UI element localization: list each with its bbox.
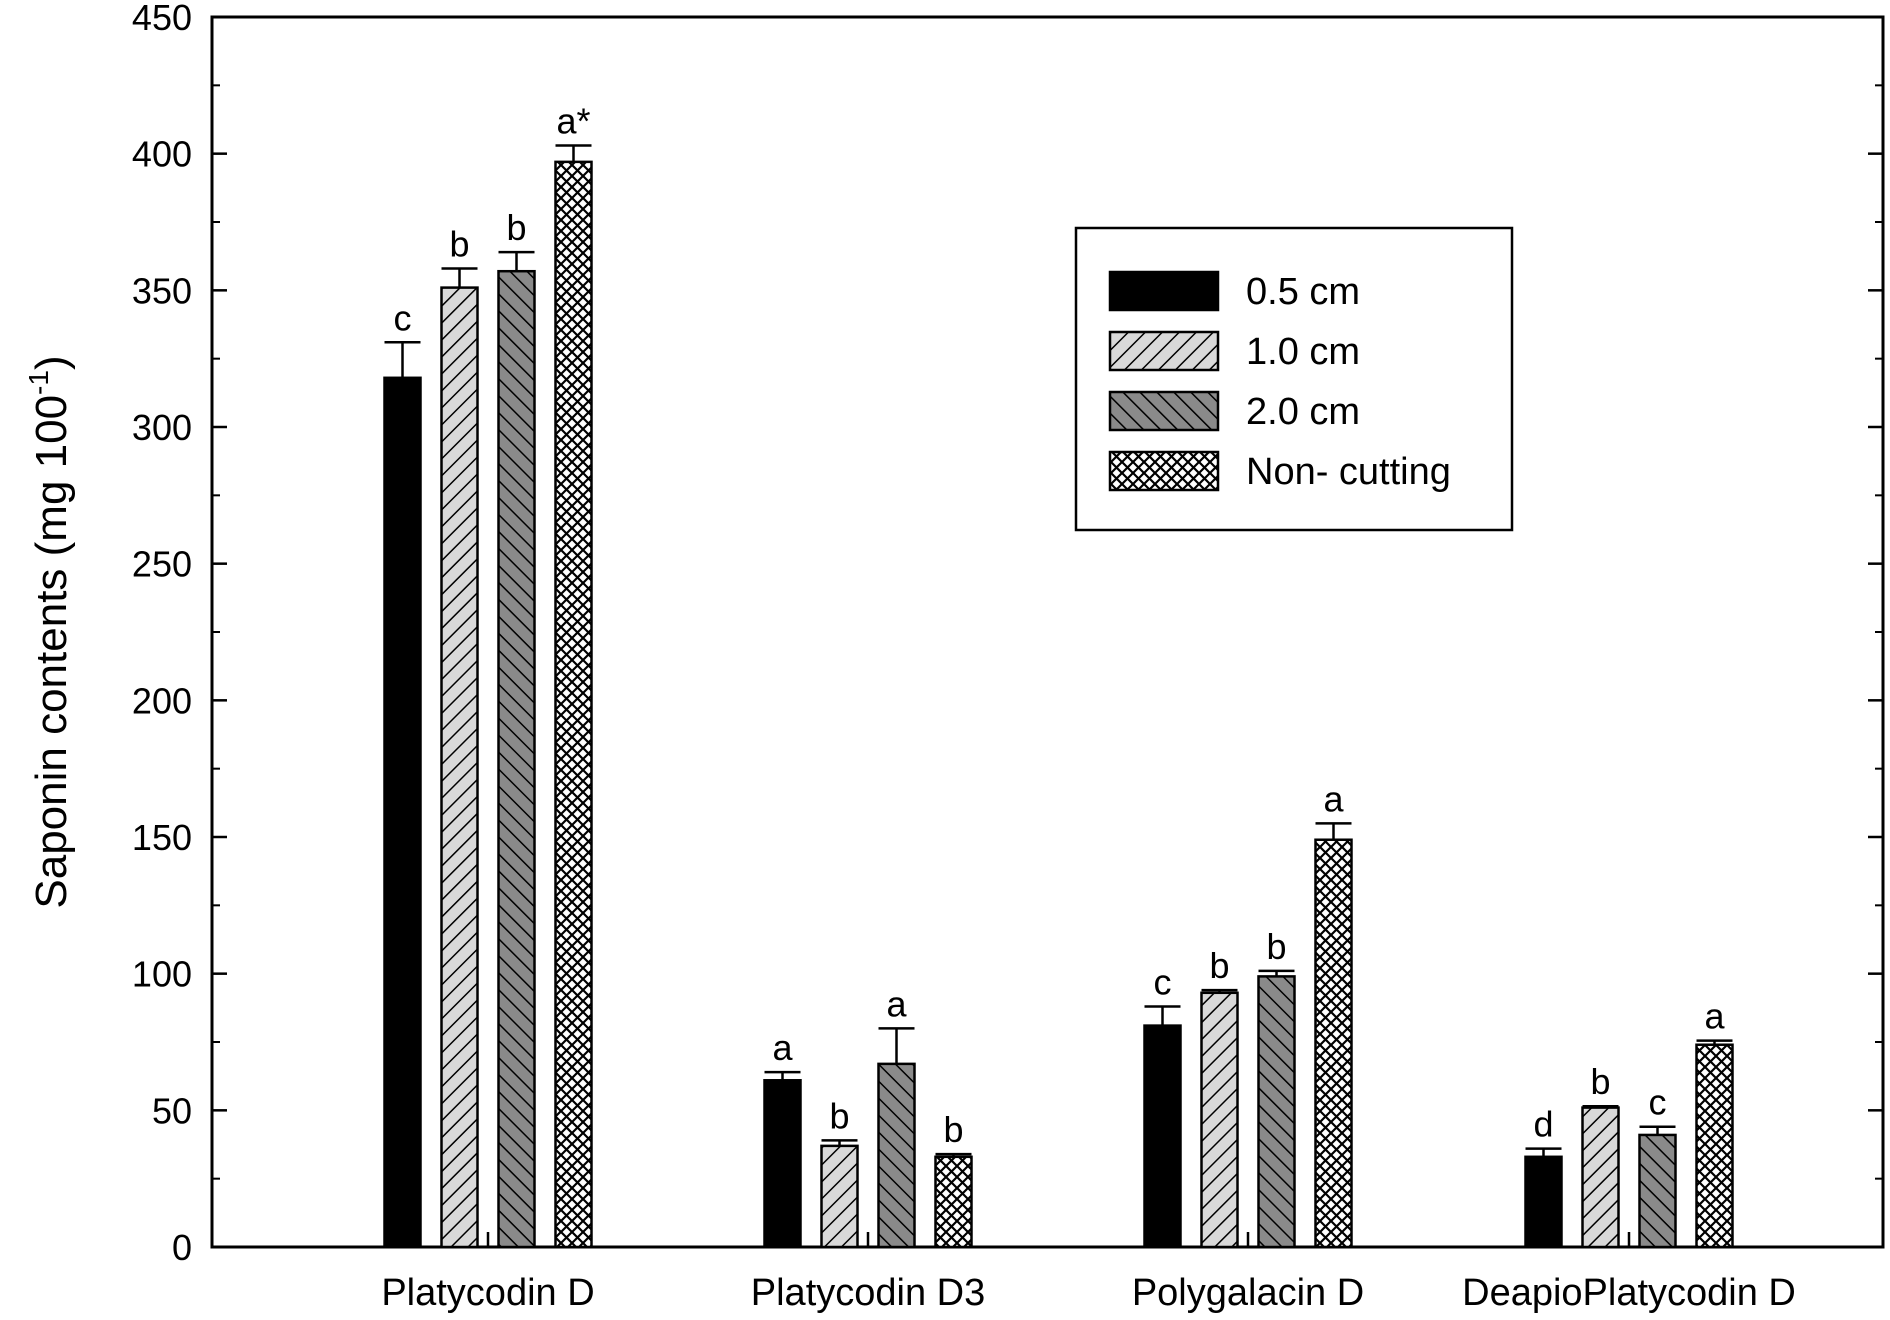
category-label: Polygalacin D (1132, 1272, 1364, 1314)
bar (877, 1062, 916, 1249)
bar (820, 1144, 859, 1249)
legend: 0.5 cm 1.0 cm 2.0 cm Non- cutting (1074, 226, 1514, 532)
legend-swatch (1108, 270, 1220, 312)
y-axis-title-superscript: -1 (23, 370, 54, 395)
category-label: Platycodin D3 (751, 1272, 985, 1314)
category-labels: Platycodin D Platycodin D3 Polygalacin D De… (381, 1232, 1796, 1314)
y-tick-label: 400 (132, 134, 192, 175)
legend-label: Non- cutting (1246, 451, 1451, 493)
bar (1524, 1155, 1563, 1249)
legend-swatch (1108, 330, 1220, 372)
significance-label: a* (556, 100, 590, 141)
significance-label: b (943, 1109, 963, 1150)
bar (1257, 975, 1296, 1249)
significance-label: a (1704, 996, 1725, 1037)
significance-label: a (886, 983, 907, 1024)
y-tick-label: 0 (172, 1227, 192, 1268)
bar (497, 269, 536, 1249)
significance-label: a (1323, 778, 1344, 819)
bar (383, 376, 422, 1249)
legend-swatch (1108, 390, 1220, 432)
y-tick-label: 100 (132, 954, 192, 995)
bar (1638, 1133, 1677, 1249)
significance-label: b (506, 207, 526, 248)
significance-label: c (1154, 961, 1172, 1002)
bar (1581, 1106, 1620, 1249)
y-tick-label: 200 (132, 680, 192, 721)
y-tick-label: 350 (132, 270, 192, 311)
y-tick-label: 250 (132, 544, 192, 585)
y-axis-title: Saponin contents (mg 100-1) (23, 355, 76, 908)
legend-swatch (1108, 450, 1220, 492)
bar (1314, 838, 1353, 1249)
significance-label: b (1590, 1061, 1610, 1102)
bar (1143, 1024, 1182, 1249)
category-label: DeapioPlatycodin D (1462, 1272, 1796, 1314)
significance-label: b (1209, 945, 1229, 986)
bar (440, 286, 479, 1249)
bar (1200, 991, 1239, 1249)
y-tick-label: 150 (132, 817, 192, 858)
y-tick-label: 450 (132, 0, 192, 38)
legend-label: 0.5 cm (1246, 271, 1360, 313)
y-axis: 0 50 100 150 200 250 300 350 400 450 (132, 0, 1883, 1268)
significance-label: c (1649, 1082, 1667, 1123)
y-tick-label: 300 (132, 407, 192, 448)
category-label: Platycodin D (381, 1272, 594, 1314)
significance-label: b (449, 223, 469, 264)
y-tick-label: 50 (152, 1090, 192, 1131)
bar (554, 160, 593, 1249)
bar (763, 1079, 802, 1249)
significance-label: b (829, 1095, 849, 1136)
significance-label: a (772, 1027, 793, 1068)
legend-label: 2.0 cm (1246, 391, 1360, 433)
bar (1695, 1043, 1734, 1249)
significance-label: b (1266, 926, 1286, 967)
bar (934, 1155, 973, 1249)
significance-label: d (1533, 1104, 1553, 1145)
legend-label: 1.0 cm (1246, 331, 1360, 373)
significance-label: c (394, 297, 412, 338)
